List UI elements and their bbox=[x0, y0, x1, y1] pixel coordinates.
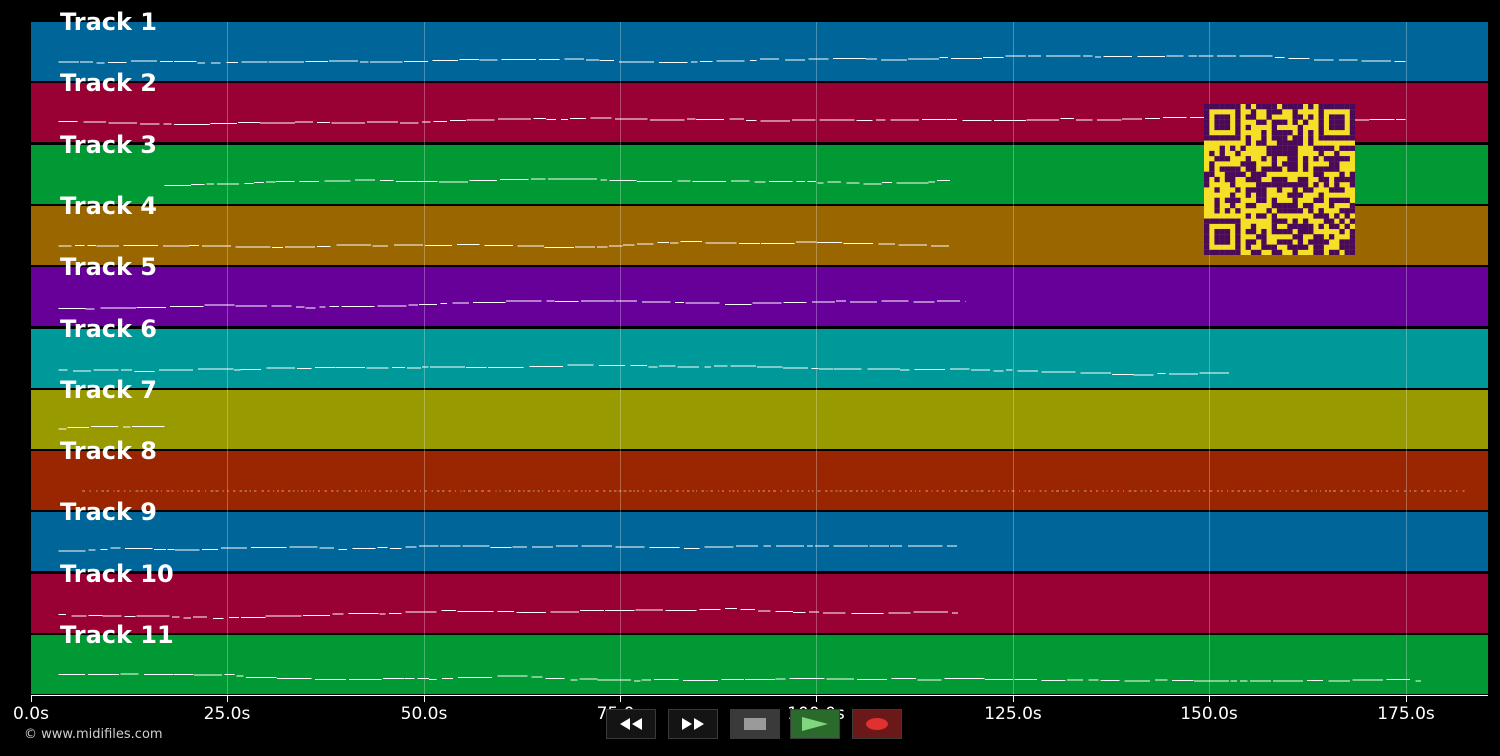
tick-label: 150.0s bbox=[1180, 704, 1238, 724]
track-label: Track 5 bbox=[60, 253, 158, 281]
track-lane: Track 7 bbox=[31, 376, 1488, 449]
gridline bbox=[227, 22, 228, 695]
track-label: Track 10 bbox=[60, 560, 174, 588]
track-label: Track 11 bbox=[60, 621, 174, 649]
qr-code bbox=[1204, 104, 1356, 256]
record-button[interactable] bbox=[852, 709, 902, 739]
track-notes bbox=[58, 673, 1422, 682]
tick-label: 50.0s bbox=[400, 704, 448, 724]
track-notes bbox=[58, 364, 1229, 376]
tick-label: 0.0s bbox=[13, 704, 49, 724]
gridline bbox=[424, 22, 425, 695]
copyright-text: © www.midifiles.com bbox=[24, 727, 163, 742]
track-label: Track 6 bbox=[60, 315, 158, 343]
tick-mark bbox=[1209, 695, 1210, 702]
rewind-button[interactable] bbox=[606, 709, 656, 739]
tick-label: 175.0s bbox=[1377, 704, 1435, 724]
track-notes bbox=[58, 241, 950, 248]
gridline bbox=[1013, 22, 1014, 695]
fast-forward-button[interactable] bbox=[668, 709, 718, 739]
gridline bbox=[816, 22, 817, 695]
gridline bbox=[1209, 22, 1210, 695]
tick-mark bbox=[31, 695, 32, 702]
track-notes bbox=[58, 55, 1406, 64]
record-icon bbox=[866, 718, 888, 730]
track-notes bbox=[58, 300, 966, 310]
gridline bbox=[620, 22, 621, 695]
track-lane: Track 9 bbox=[31, 498, 1488, 571]
rewind-icon bbox=[620, 718, 642, 730]
tick-mark bbox=[816, 695, 817, 702]
track-notes bbox=[164, 178, 950, 187]
track-lane: Track 10 bbox=[31, 560, 1488, 633]
track-label: Track 1 bbox=[60, 8, 158, 36]
fast-forward-icon bbox=[682, 718, 704, 730]
track-label: Track 3 bbox=[60, 131, 158, 159]
tick-mark bbox=[1406, 695, 1407, 702]
track-lane: Track 11 bbox=[31, 621, 1488, 694]
stop-icon bbox=[744, 718, 766, 730]
track-lane: Track 8 bbox=[31, 437, 1488, 510]
tick-mark bbox=[620, 695, 621, 702]
track-label: Track 2 bbox=[60, 69, 158, 97]
time-axis-line bbox=[31, 695, 1488, 696]
tick-mark bbox=[227, 695, 228, 702]
tick-label: 125.0s bbox=[984, 704, 1042, 724]
tick-mark bbox=[1013, 695, 1014, 702]
tick-mark bbox=[424, 695, 425, 702]
tick-label: 25.0s bbox=[203, 704, 251, 724]
track-notes bbox=[58, 425, 165, 430]
track-notes bbox=[82, 490, 1465, 492]
track-label: Track 4 bbox=[60, 192, 158, 220]
track-notes bbox=[58, 545, 957, 552]
track-lane: Track 6 bbox=[31, 315, 1488, 388]
gridline bbox=[1406, 22, 1407, 695]
track-label: Track 9 bbox=[60, 498, 158, 526]
track-lane: Track 5 bbox=[31, 253, 1488, 326]
transport-controls bbox=[598, 709, 902, 741]
track-label: Track 8 bbox=[60, 437, 158, 465]
play-icon bbox=[802, 717, 828, 731]
track-label: Track 7 bbox=[60, 376, 158, 404]
stop-button[interactable] bbox=[730, 709, 780, 739]
track-lane: Track 1 bbox=[31, 8, 1488, 81]
play-button[interactable] bbox=[790, 709, 840, 739]
track-notes bbox=[58, 607, 958, 620]
qr-code-image bbox=[1204, 104, 1356, 256]
